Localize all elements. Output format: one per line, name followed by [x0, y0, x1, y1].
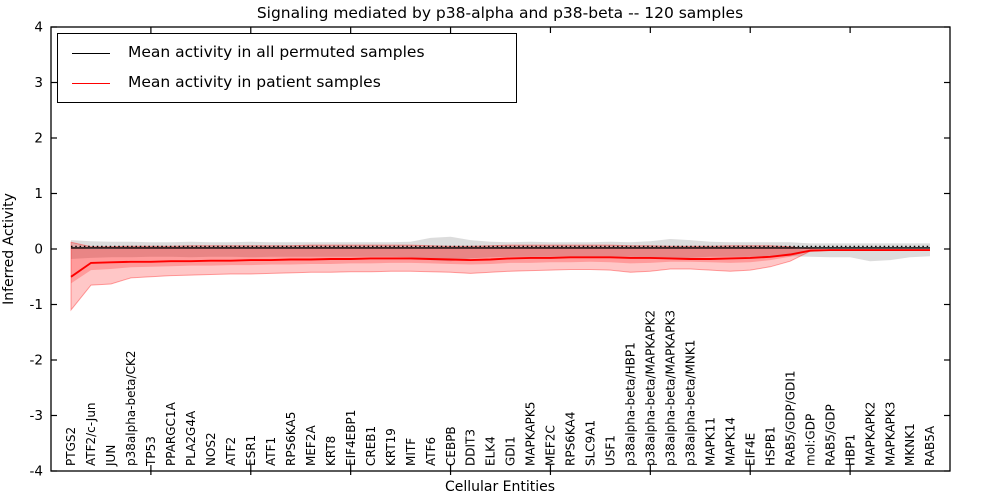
x-tick-label: RAB5/GDP/GDI1 [783, 370, 797, 466]
permuted-band [71, 236, 930, 262]
patient-band-inner [71, 247, 930, 284]
x-tick-label: MAPKAPK3 [883, 402, 897, 466]
x-tick-label: KRT19 [384, 428, 398, 466]
legend-item-patient: Mean activity in patient samples [72, 71, 502, 95]
legend-label-patient: Mean activity in patient samples [128, 73, 381, 92]
chart-title: Signaling mediated by p38-alpha and p38-… [257, 4, 743, 22]
x-tick-label: ATF2 [224, 437, 238, 466]
x-tick-label: HSPB1 [763, 426, 777, 466]
x-tick-label: mol:GDP [803, 414, 817, 466]
x-tick-label: CEBPB [444, 426, 458, 466]
x-tick-label: RAB5A [923, 425, 937, 466]
legend-label-permuted: Mean activity in all permuted samples [128, 43, 425, 62]
legend: Mean activity in all permuted samples Me… [57, 33, 517, 103]
x-tick-label: p38alpha-beta/HBP1 [624, 342, 638, 466]
x-tick-label: ESR1 [244, 435, 258, 466]
x-tick-label: PTGS2 [64, 427, 78, 466]
y-tick-label: -1 [30, 297, 43, 313]
y-tick-label: -4 [30, 464, 43, 480]
x-tick-label: MKNK1 [903, 423, 917, 466]
x-tick-label: ELK4 [484, 436, 498, 466]
y-tick-label: 1 [34, 186, 43, 202]
y-tick-label: 4 [34, 20, 43, 36]
x-tick-label: MEF2A [304, 425, 318, 466]
y-tick-label: 0 [34, 242, 43, 258]
patient-line-swatch-icon [72, 82, 110, 84]
permuted-line-swatch-icon [72, 52, 110, 54]
x-axis-label: Cellular Entities [445, 479, 555, 495]
x-tick-label: MAPKAPK2 [863, 402, 877, 466]
x-tick-label: MITF [404, 438, 418, 466]
x-tick-label: p38alpha-beta/MNK1 [684, 340, 698, 466]
x-tick-label: DDIT3 [464, 429, 478, 466]
x-tick-label: ATF1 [264, 437, 278, 466]
x-tick-label: p38alpha-beta/MAPKAPK2 [644, 310, 658, 466]
x-tick-label: RPS6KA5 [284, 412, 298, 466]
x-tick-label: NOS2 [204, 432, 218, 466]
x-tick-label: ATF6 [424, 437, 438, 466]
x-tick-label: EIF4EBP1 [344, 410, 358, 466]
x-tick-label: EIF4E [743, 433, 757, 466]
x-tick-label: MAPK11 [704, 417, 718, 466]
x-tick-label: PLA2G4A [184, 410, 198, 466]
x-tick-label: PPARGC1A [164, 401, 178, 466]
y-tick-label: -2 [30, 353, 43, 369]
y-tick-label: -3 [30, 408, 43, 424]
x-tick-label: ATF2/c-Jun [84, 402, 98, 466]
x-tick-label: RAB5/GDP [823, 404, 837, 466]
x-tick-label: p38alpha-beta/CK2 [124, 351, 138, 466]
x-tick-label: MAPK14 [723, 417, 737, 466]
x-tick-label: RPS6KA4 [564, 412, 578, 466]
x-tick-label: GDI1 [504, 436, 518, 466]
y-tick-label: 2 [34, 131, 43, 147]
x-tick-label: HBP1 [843, 434, 857, 466]
x-tick-label: MEF2C [544, 425, 558, 466]
x-tick-label: MAPKAPK5 [524, 402, 538, 466]
y-axis-label: Inferred Activity [1, 193, 17, 305]
x-tick-label: KRT8 [324, 436, 338, 466]
x-tick-label: JUN [104, 445, 118, 467]
legend-item-permuted: Mean activity in all permuted samples [72, 41, 502, 65]
patient-mean-line [70, 249, 930, 278]
x-tick-label: SLC9A1 [584, 420, 598, 466]
x-tick-label: USF1 [604, 435, 618, 466]
x-tick-label: CREB1 [364, 426, 378, 466]
x-tick-label: TP53 [144, 436, 158, 467]
x-tick-label: p38alpha-beta/MAPKAPK3 [664, 310, 678, 466]
y-tick-label: 3 [34, 75, 43, 91]
